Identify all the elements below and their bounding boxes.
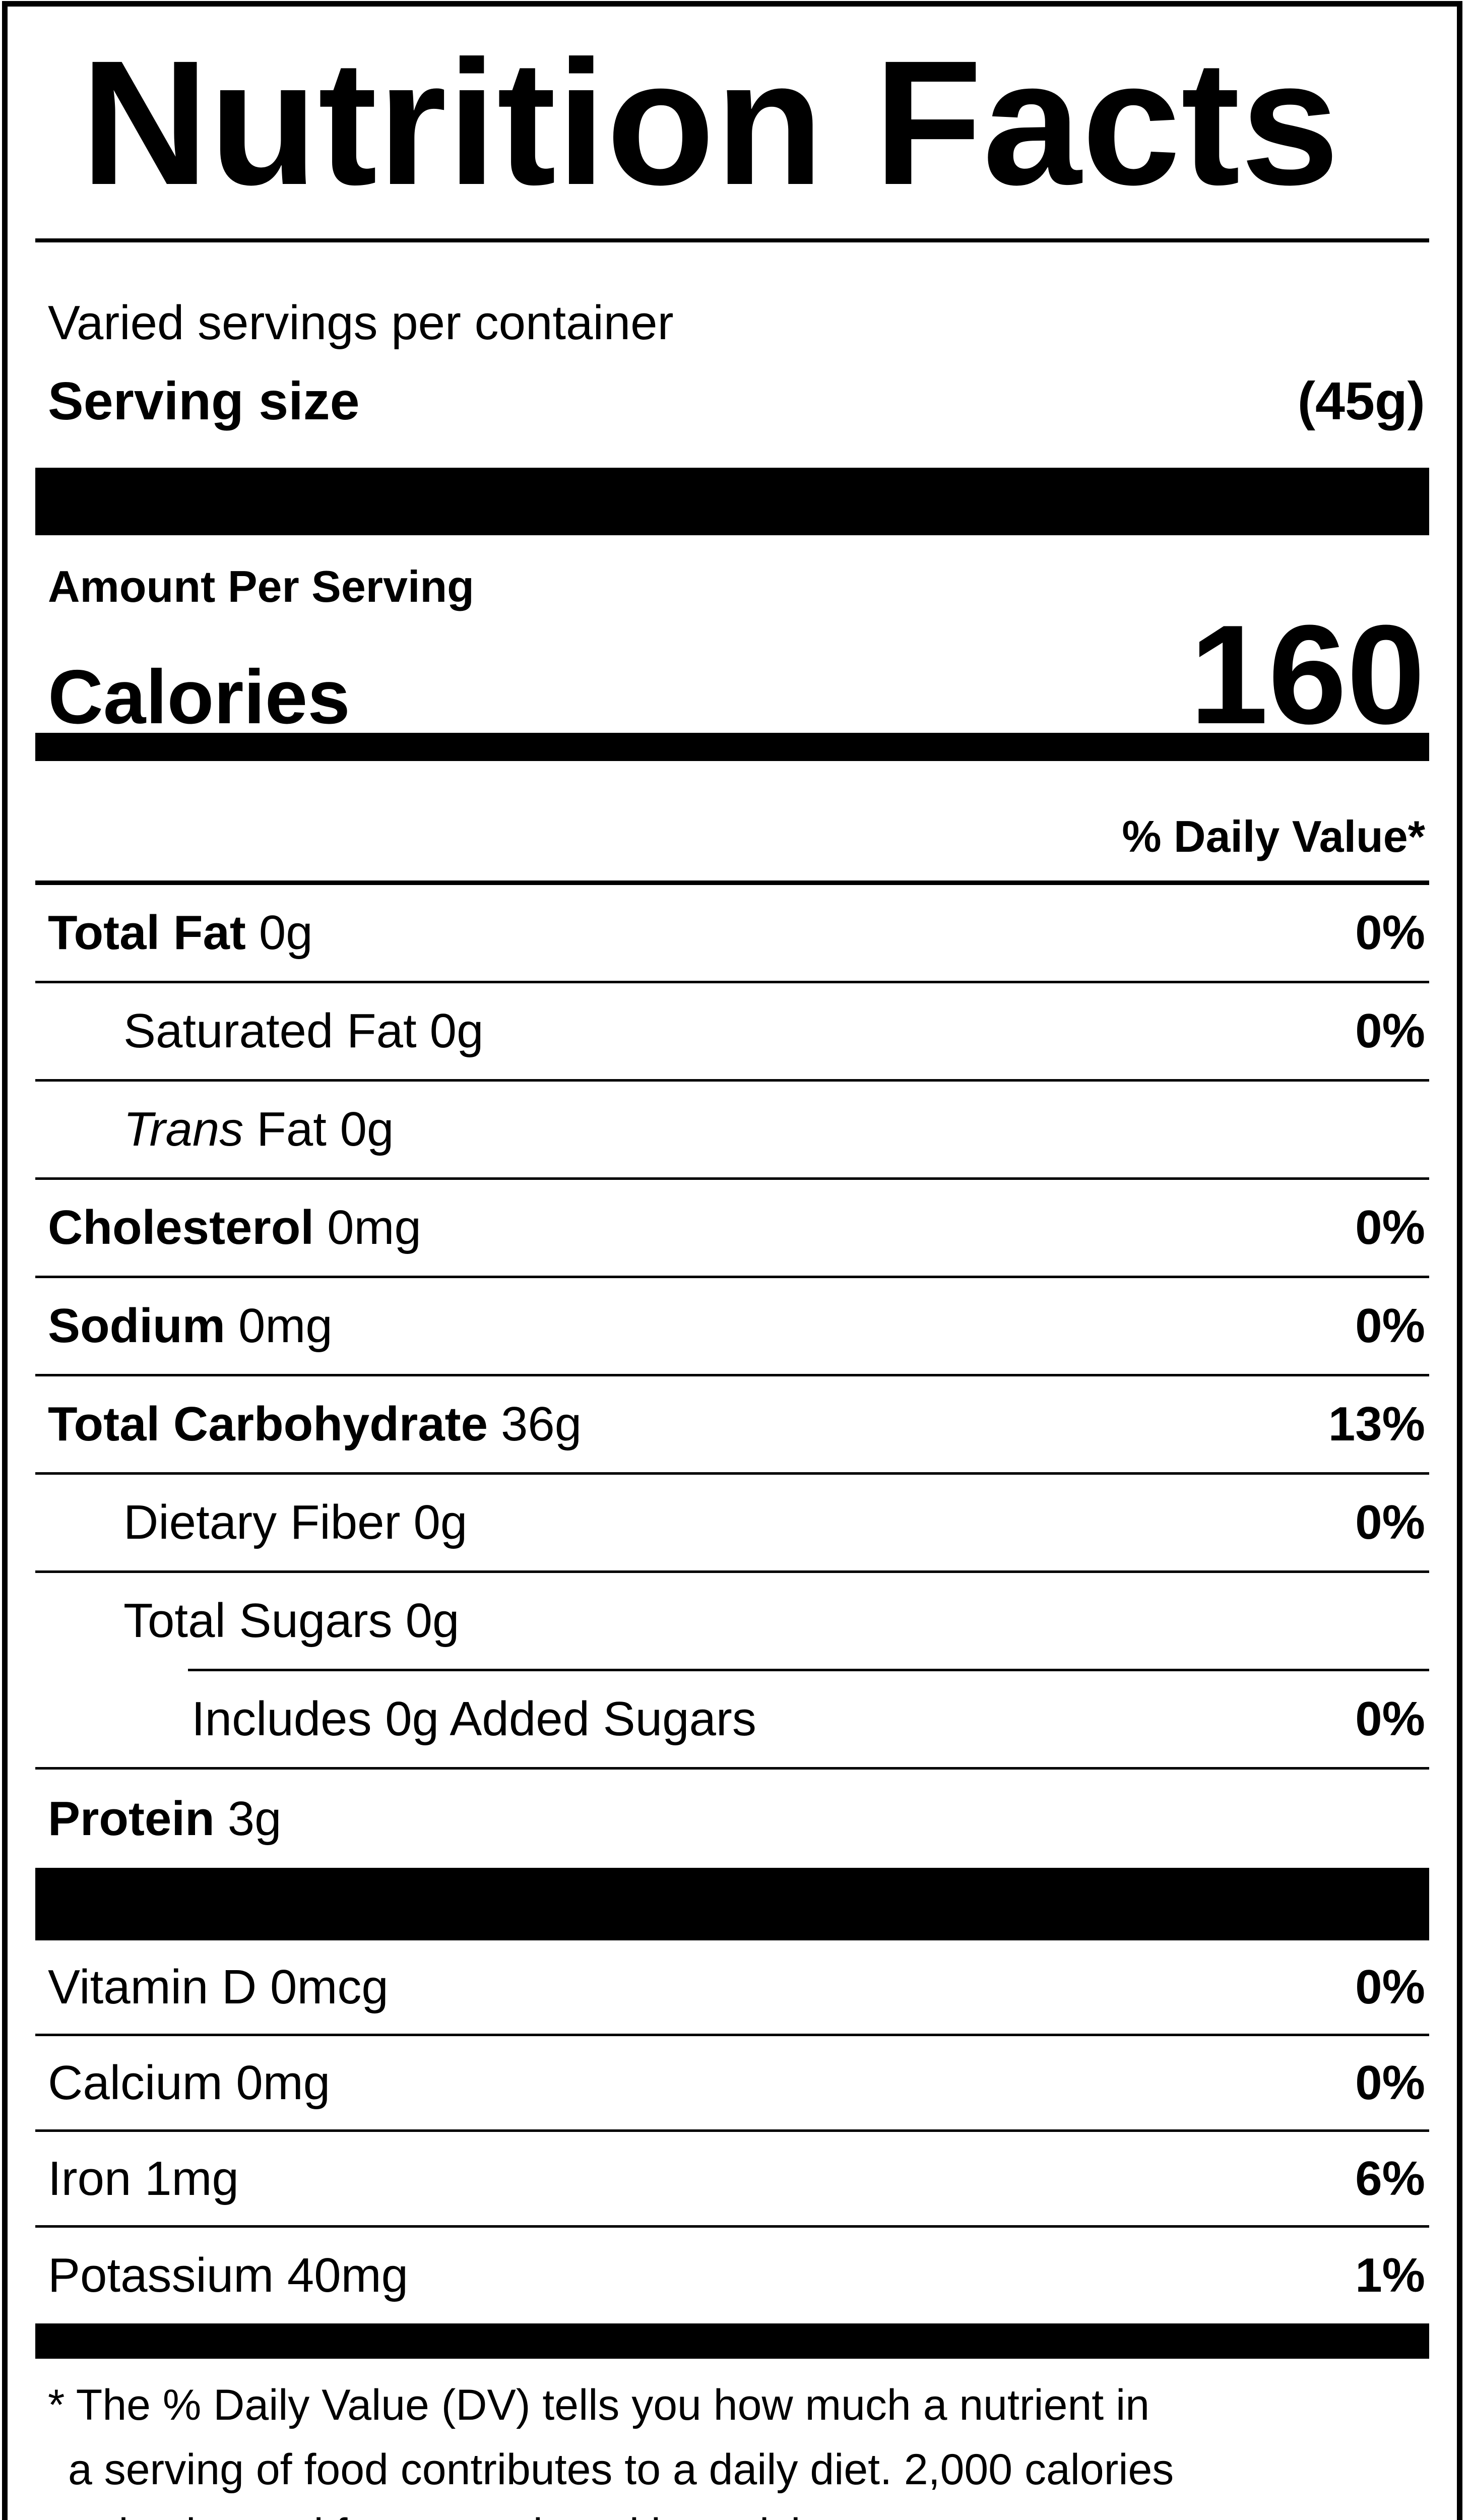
label-content: Nutrition Facts Varied servings per cont… (35, 32, 1429, 2520)
vitamin-row-potassium: Potassium 40mg 1% (35, 2228, 1429, 2323)
thick-bar-below-protein (35, 1868, 1429, 1940)
serving-size-label: Serving size (48, 371, 360, 431)
nutrient-row-saturated-fat: Saturated Fat 0g 0% (35, 983, 1429, 1082)
nutrient-name: Protein 3g (48, 1791, 282, 1846)
calories-row: Calories 160 (35, 596, 1429, 753)
vitamin-row-iron: Iron 1mg 6% (35, 2132, 1429, 2228)
footnote-line: a day is used for general nutrition advi… (35, 2502, 1429, 2520)
nutrient-row-total-fat: Total Fat 0g 0% (35, 885, 1429, 983)
daily-value-footnote: * The % Daily Value (DV) tells you how m… (35, 2373, 1429, 2520)
calories-value: 160 (1189, 596, 1425, 753)
vitamin-row-calcium: Calcium 0mg 0% (35, 2036, 1429, 2132)
nutrient-name: Total Sugars 0g (123, 1594, 460, 1648)
nutrient-row-added-sugars: Includes 0g Added Sugars 0% (35, 1671, 1429, 1770)
vitamin-row-vitamin-d: Vitamin D 0mcg 0% (35, 1940, 1429, 2036)
nutrient-row-trans-fat: Trans Fat 0g (35, 1082, 1429, 1180)
nutrient-row-sodium: Sodium 0mg 0% (35, 1278, 1429, 1376)
nutrient-dv: 13% (1328, 1397, 1425, 1451)
label-title: Nutrition Facts (81, 23, 1340, 222)
serving-size-row: Serving size (45g) (35, 361, 1429, 442)
vitamin-name: Potassium 40mg (48, 2248, 408, 2302)
nutrient-dv: 0% (1355, 906, 1425, 960)
amount-per-serving-label: Amount Per Serving (48, 561, 474, 611)
thick-bar-serving (35, 468, 1429, 535)
vitamin-dv: 6% (1355, 2151, 1425, 2206)
footnote-line: * The % Daily Value (DV) tells you how m… (48, 2381, 1150, 2429)
nutrient-row-dietary-fiber: Dietary Fiber 0g 0% (35, 1475, 1429, 1573)
nutrient-dv: 0% (1355, 1692, 1425, 1746)
bar-above-footnote (35, 2323, 1429, 2359)
servings-per-container: Varied servings per container (48, 296, 674, 350)
nutrient-row-protein: Protein 3g (35, 1770, 1429, 1868)
bar-below-calories (35, 733, 1429, 761)
nutrient-name: Sodium 0mg (48, 1299, 333, 1353)
vitamin-name: Iron 1mg (48, 2151, 239, 2206)
nutrient-dv: 0% (1355, 1495, 1425, 1549)
daily-value-header: % Daily Value* (35, 804, 1429, 885)
nutrient-name: Includes 0g Added Sugars (191, 1692, 756, 1746)
nutrient-dv: 0% (1355, 1004, 1425, 1058)
nutrient-dv: 0% (1355, 1299, 1425, 1353)
nutrient-row-total-sugars: Total Sugars 0g (35, 1573, 1429, 1669)
nutrient-name: Cholesterol 0mg (48, 1201, 421, 1254)
vitamin-dv: 0% (1355, 2055, 1425, 2110)
nutrient-name: Total Fat 0g (48, 906, 313, 960)
serving-size-value: (45g) (1297, 371, 1425, 431)
footnote-line: a serving of food contributes to a daily… (68, 2445, 1174, 2494)
nutrient-name: Dietary Fiber 0g (123, 1495, 468, 1549)
nutrient-name: Trans Fat 0g (123, 1102, 394, 1156)
vitamin-dv: 0% (1355, 1960, 1425, 2014)
nutrient-dv: 0% (1355, 1201, 1425, 1254)
partial-divider-added-sugars (188, 1669, 1429, 1671)
divider-below-title (35, 238, 1429, 242)
vitamin-name: Calcium 0mg (48, 2055, 331, 2110)
nutrient-row-total-carbohydrate: Total Carbohydrate 36g 13% (35, 1376, 1429, 1475)
nutrient-name: Total Carbohydrate 36g (48, 1397, 582, 1451)
nutrient-row-cholesterol: Cholesterol 0mg 0% (35, 1180, 1429, 1278)
vitamin-dv: 1% (1355, 2248, 1425, 2302)
vitamin-name: Vitamin D 0mcg (48, 1960, 389, 2014)
calories-label: Calories (48, 654, 350, 740)
nutrient-name: Saturated Fat 0g (123, 1004, 484, 1058)
